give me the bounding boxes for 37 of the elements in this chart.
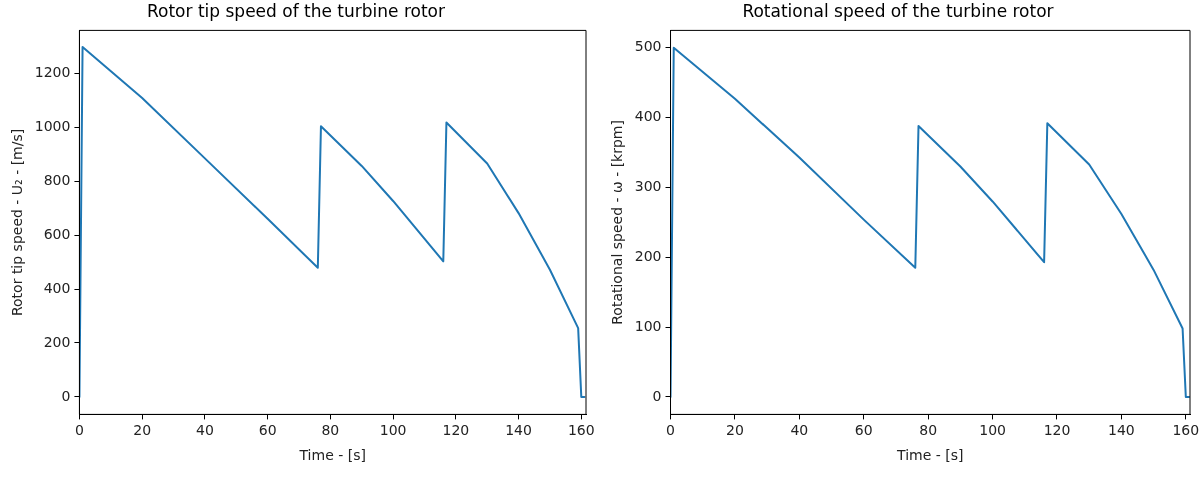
- y-tick-label: 1200: [34, 64, 71, 81]
- y-tick-label: 600: [43, 225, 71, 242]
- x-tick-label: 40: [195, 422, 214, 439]
- x-tick-label: 100: [379, 422, 407, 439]
- x-tick-label: 160: [567, 422, 595, 439]
- x-tick-label: 140: [505, 422, 532, 439]
- x-axis-title: Time - [s]: [298, 447, 366, 464]
- x-tick-label: 80: [919, 422, 938, 439]
- chart-title: Rotor tip speed of the turbine rotor: [147, 0, 446, 21]
- y-tick-label: 200: [43, 333, 71, 350]
- x-tick-label: 120: [1043, 422, 1071, 439]
- y-tick-label: 200: [634, 247, 662, 264]
- y-axis-title: Rotational speed - ω - [krpm]: [609, 120, 626, 325]
- y-tick-label: 400: [43, 279, 71, 296]
- x-tick-label: 0: [666, 422, 675, 439]
- x-tick-label: 40: [790, 422, 809, 439]
- x-tick-label: 60: [854, 422, 873, 439]
- x-tick-label: 160: [1172, 422, 1200, 439]
- y-tick-label: 500: [634, 38, 662, 55]
- y-tick-label: 800: [43, 171, 71, 188]
- x-tick-label: 100: [979, 422, 1006, 439]
- y-axis-title: Rotor tip speed - U₂ - [m/s]: [9, 128, 26, 317]
- x-tick-label: 140: [1108, 422, 1135, 439]
- chart-title: Rotational speed of the turbine rotor: [742, 0, 1054, 21]
- x-tick-label: 20: [726, 422, 744, 439]
- y-tick-label: 400: [634, 108, 662, 125]
- x-tick-label: 80: [321, 422, 340, 439]
- y-tick-label: 0: [61, 387, 71, 404]
- y-tick-label: 300: [634, 178, 662, 195]
- x-tick-label: 0: [74, 422, 84, 439]
- x-tick-label: 60: [258, 422, 277, 439]
- x-axis-title: Time - [s]: [896, 447, 964, 464]
- y-tick-label: 100: [634, 317, 662, 334]
- y-tick-label: 1000: [34, 118, 71, 135]
- x-tick-label: 20: [133, 422, 152, 439]
- y-tick-label: 0: [652, 387, 662, 404]
- x-tick-label: 120: [442, 422, 470, 439]
